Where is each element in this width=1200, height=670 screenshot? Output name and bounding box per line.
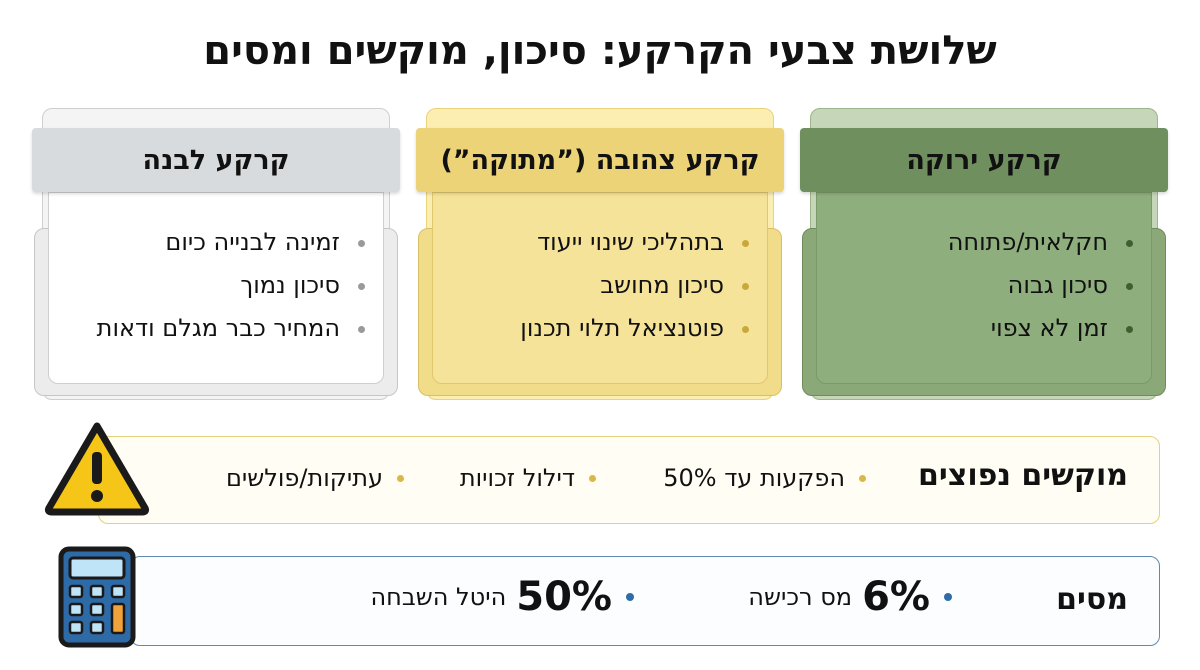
bullet-icon bbox=[589, 474, 596, 482]
list-item: בתהליכי שינוי ייעוד bbox=[520, 221, 749, 264]
card-body: חקלאית/פתוחה סיכון גבוה זמן לא צפוי bbox=[816, 192, 1152, 384]
card-body: בתהליכי שינוי ייעוד סיכון מחושב פוטנציאל… bbox=[432, 192, 768, 384]
bullet-icon bbox=[1126, 239, 1133, 247]
list-item: פוטנציאל תלוי תכנון bbox=[520, 307, 749, 350]
risk-item: דילול זכויות bbox=[460, 464, 596, 492]
list-item: חקלאית/פתוחה bbox=[948, 221, 1133, 264]
card-white-land: זמינה לבנייה כיום סיכון נמוך המחיר כבר מ… bbox=[32, 108, 400, 400]
card-title: קרקע ירוקה bbox=[800, 128, 1168, 192]
bullet-icon bbox=[742, 325, 749, 333]
list-item: זמן לא צפוי bbox=[948, 307, 1133, 350]
card-list: חקלאית/פתוחה סיכון גבוה זמן לא צפוי bbox=[948, 221, 1133, 350]
risk-item: הפקעות עד 50% bbox=[663, 464, 866, 492]
bullet-icon bbox=[742, 282, 749, 290]
tax-item: 50% היטל השבחה bbox=[370, 574, 634, 620]
bullet-icon bbox=[358, 239, 365, 247]
taxes-bar bbox=[130, 556, 1160, 646]
card-list: בתהליכי שינוי ייעוד סיכון מחושב פוטנציאל… bbox=[520, 221, 749, 350]
list-item: זמינה לבנייה כיום bbox=[97, 221, 365, 264]
risks-label: מוקשים נפוצים bbox=[918, 458, 1128, 493]
card-yellow-land: בתהליכי שינוי ייעוד סיכון מחושב פוטנציאל… bbox=[416, 108, 784, 400]
risk-item: עתיקות/פולשים bbox=[226, 464, 404, 492]
tax-item: 6% מס רכישה bbox=[748, 574, 952, 620]
bullet-icon bbox=[358, 282, 365, 290]
taxes-label: מסים bbox=[1056, 582, 1128, 617]
bullet-icon bbox=[1126, 325, 1133, 333]
bullet-icon bbox=[742, 239, 749, 247]
bullet-icon bbox=[358, 325, 365, 333]
card-title: קרקע לבנה bbox=[32, 128, 400, 192]
bullet-icon bbox=[626, 593, 634, 601]
card-title: קרקע צהובה (”מתוקה”) bbox=[416, 128, 784, 192]
list-item: סיכון נמוך bbox=[97, 264, 365, 307]
list-item: המחיר כבר מגלם ודאות bbox=[97, 307, 365, 350]
card-body: זמינה לבנייה כיום סיכון נמוך המחיר כבר מ… bbox=[48, 192, 384, 384]
list-item: סיכון גבוה bbox=[948, 264, 1133, 307]
bullet-icon bbox=[1126, 282, 1133, 290]
page-title: שלושת צבעי הקרקע: סיכון, מוקשים ומסים bbox=[203, 28, 997, 74]
calculator-icon bbox=[58, 546, 136, 648]
warning-triangle-icon bbox=[44, 422, 150, 516]
bullet-icon bbox=[944, 593, 952, 601]
list-item: סיכון מחושב bbox=[520, 264, 749, 307]
bullet-icon bbox=[859, 474, 866, 482]
card-list: זמינה לבנייה כיום סיכון נמוך המחיר כבר מ… bbox=[97, 221, 365, 350]
bullet-icon bbox=[397, 474, 404, 482]
risks-bar bbox=[98, 436, 1160, 524]
card-green-land: חקלאית/פתוחה סיכון גבוה זמן לא צפוי קרקע… bbox=[800, 108, 1168, 400]
